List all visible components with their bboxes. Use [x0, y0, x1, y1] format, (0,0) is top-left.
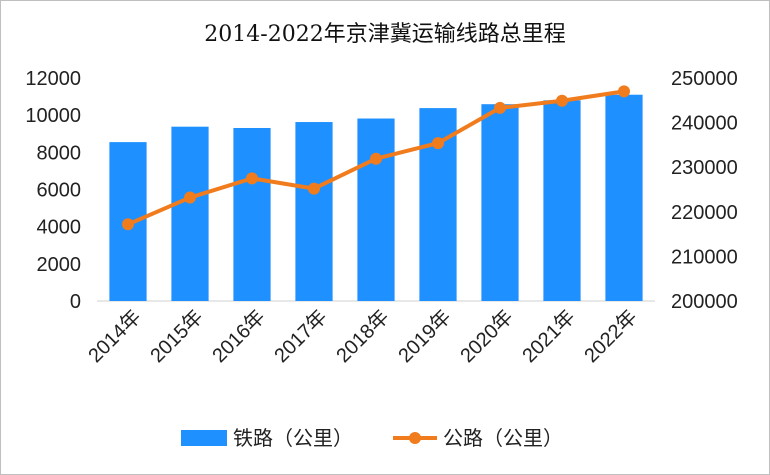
x-axis-tick-label: 2014年: [84, 305, 146, 367]
right-axis-tick-label: 250000: [671, 68, 738, 90]
railway-bar: [357, 118, 395, 302]
left-axis-tick-label: 10000: [25, 105, 81, 127]
right-axis-tick-labels: 200000 210000 220000 230000 240000 250000: [671, 68, 738, 313]
left-axis-tick-label: 12000: [25, 68, 81, 90]
right-axis-tick-label: 240000: [671, 113, 738, 135]
left-axis-tick-label: 0: [70, 291, 81, 313]
railway-bar: [543, 100, 581, 301]
highway-point: [618, 85, 630, 98]
chart-title: 2014-2022年京津冀运输线路总里程: [204, 22, 565, 47]
railway-bars: [109, 94, 643, 302]
railway-bar: [481, 104, 519, 301]
legend-highway-label: 公路（公里）: [443, 426, 563, 450]
left-axis-tick-label: 4000: [37, 217, 82, 239]
right-axis-tick-label: 230000: [671, 157, 738, 179]
left-axis-tick-label: 2000: [37, 254, 82, 276]
left-axis-tick-labels: 0 2000 4000 6000 8000 10000 12000: [25, 68, 81, 313]
highway-point: [556, 94, 568, 107]
highway-point: [494, 101, 506, 114]
legend-railway-swatch: [181, 430, 227, 446]
highway-point: [122, 218, 134, 231]
highway-point: [432, 137, 444, 150]
right-axis-tick-label: 200000: [671, 291, 738, 313]
highway-points: [122, 85, 630, 231]
x-axis-tick-label: 2016年: [208, 305, 270, 367]
right-axis-tick-label: 210000: [671, 246, 738, 268]
legend-highway-marker: [409, 432, 421, 444]
x-axis-tick-label: 2022年: [580, 305, 642, 367]
left-axis-tick-label: 8000: [37, 142, 82, 164]
right-axis-tick-label: 220000: [671, 202, 738, 224]
railway-bar: [233, 127, 271, 301]
highway-point: [184, 191, 196, 204]
x-axis-tick-label: 2018年: [332, 305, 394, 367]
legend-railway-label: 铁路（公里）: [233, 426, 353, 450]
x-axis-tick-label: 2020年: [456, 305, 518, 367]
x-axis-tick-label: 2017年: [270, 305, 332, 367]
railway-bar: [605, 94, 643, 301]
highway-point: [370, 152, 382, 165]
x-axis-tick-label: 2015年: [146, 305, 208, 367]
railway-bar: [171, 126, 209, 302]
x-axis-tick-labels: 2014年 2015年 2016年 2017年 2018年 2019年 2020年 2021年…: [84, 305, 642, 367]
legend: 铁路（公里） 公路（公里）: [181, 426, 563, 450]
x-axis-tick-label: 2019年: [394, 305, 456, 367]
left-axis-tick-label: 6000: [37, 180, 82, 202]
railway-bar: [295, 122, 333, 301]
x-axis-tick-label: 2021年: [518, 305, 580, 367]
highway-point: [308, 182, 320, 195]
highway-point: [246, 172, 258, 185]
